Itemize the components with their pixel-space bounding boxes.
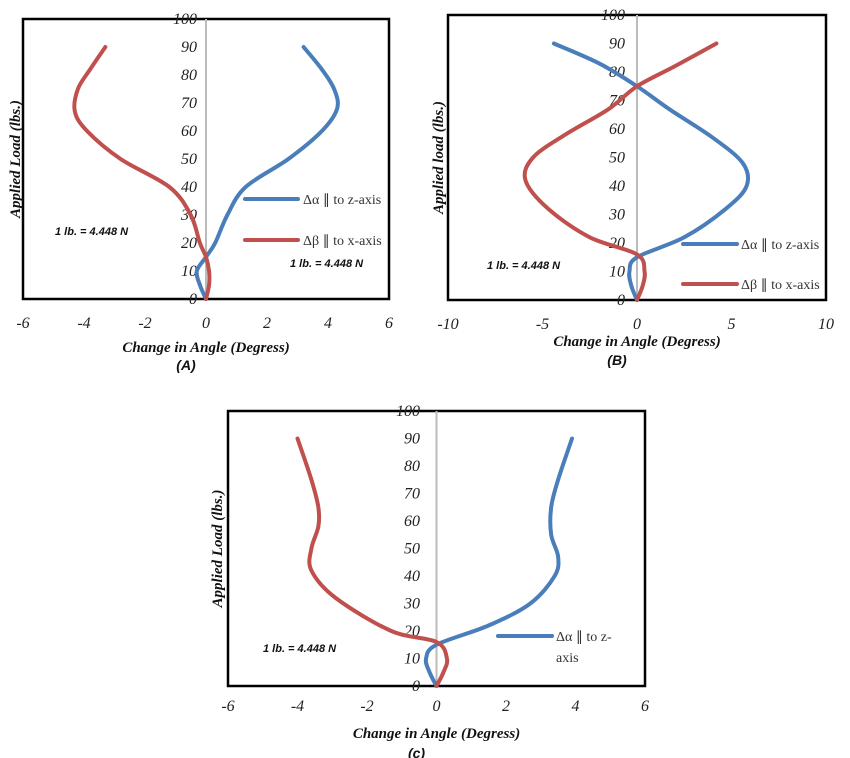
x-tick-label: -5 <box>536 316 549 333</box>
y-tick-label: 60 <box>181 123 197 140</box>
y-tick-label: 60 <box>404 513 420 530</box>
y-tick-label: 90 <box>181 39 197 56</box>
y-tick-label: 50 <box>404 541 420 558</box>
series-line-1 <box>522 41 719 302</box>
x-tick-label: 6 <box>385 315 393 332</box>
y-tick-label: 0 <box>189 291 197 308</box>
x-tick-label: -6 <box>221 698 234 715</box>
x-tick-label: -4 <box>291 698 304 715</box>
y-tick-label: 100 <box>173 11 197 28</box>
legend-label: Δβ ∥ to x-axis <box>741 278 820 293</box>
x-tick-label: 0 <box>202 315 210 332</box>
series-line-1 <box>295 436 450 688</box>
y-tick-label: 80 <box>404 458 420 475</box>
y-tick-label: 50 <box>181 151 197 168</box>
y-tick-label: 30 <box>608 207 625 224</box>
y-tick-label: 40 <box>404 568 420 585</box>
unit-annotation: 1 lb. = 4.448 N <box>263 643 337 655</box>
panel-label: (B) <box>607 352 627 368</box>
y-tick-label: 50 <box>609 150 625 167</box>
y-tick-label: 10 <box>404 651 420 668</box>
x-tick-label: 4 <box>324 315 332 332</box>
x-tick-label: -6 <box>16 315 29 332</box>
x-axis-label: Change in Angle (Degress) <box>122 340 289 356</box>
y-tick-label: 0 <box>412 678 420 695</box>
y-tick-label: 20 <box>181 235 197 252</box>
y-tick-label: 60 <box>609 121 625 138</box>
series-line-0 <box>194 45 340 301</box>
y-axis-label: Applied load (lbs.) <box>431 101 447 215</box>
y-tick-label: 90 <box>609 36 625 53</box>
x-tick-label: -10 <box>437 316 458 333</box>
unit-annotation: 1 lb. = 4.448 N <box>290 258 364 270</box>
x-tick-label: 0 <box>633 316 641 333</box>
legend-label: Δα ∥ to z-axis <box>741 238 819 253</box>
y-tick-label: 70 <box>181 95 197 112</box>
y-axis-label: Applied Load (lbs.) <box>210 490 226 609</box>
x-tick-label: 5 <box>728 316 736 333</box>
unit-annotation: 1 lb. = 4.448 N <box>55 226 129 238</box>
x-axis-label: Change in Angle (Degress) <box>353 726 520 742</box>
x-tick-label: -2 <box>360 698 373 715</box>
y-tick-label: 10 <box>181 263 197 280</box>
series-line-0 <box>423 436 575 688</box>
series-line-0 <box>551 41 751 302</box>
legend-label: Δα ∥ to z-axis <box>303 193 381 208</box>
y-tick-label: 100 <box>601 7 625 24</box>
legend-label: axis <box>556 651 579 666</box>
x-tick-label: 2 <box>263 315 271 332</box>
y-tick-label: 80 <box>181 67 197 84</box>
y-axis-label: Applied Load (lbs.) <box>8 100 24 219</box>
x-tick-label: 2 <box>502 698 510 715</box>
x-tick-label: 4 <box>572 698 580 715</box>
y-tick-label: 100 <box>396 403 420 420</box>
x-tick-label: 10 <box>818 316 834 333</box>
x-tick-label: -2 <box>138 315 151 332</box>
series-line-1 <box>72 45 212 301</box>
y-tick-label: 90 <box>404 431 420 448</box>
y-tick-label: 40 <box>181 179 197 196</box>
x-tick-label: 6 <box>641 698 649 715</box>
x-axis-label: Change in Angle (Degress) <box>553 334 720 350</box>
x-tick-label: 0 <box>433 698 441 715</box>
legend-label: Δα ∥ to z- <box>556 630 612 645</box>
y-tick-label: 10 <box>609 264 625 281</box>
panel-label: (c) <box>408 745 425 758</box>
panel-label: (A) <box>176 357 196 373</box>
y-tick-label: 40 <box>609 178 625 195</box>
y-tick-label: 70 <box>404 486 420 503</box>
y-tick-label: 30 <box>403 596 420 613</box>
y-tick-label: 0 <box>617 292 625 309</box>
unit-annotation: 1 lb. = 4.448 N <box>487 260 561 272</box>
x-tick-label: -4 <box>77 315 90 332</box>
legend-label: Δβ ∥ to x-axis <box>303 234 382 249</box>
